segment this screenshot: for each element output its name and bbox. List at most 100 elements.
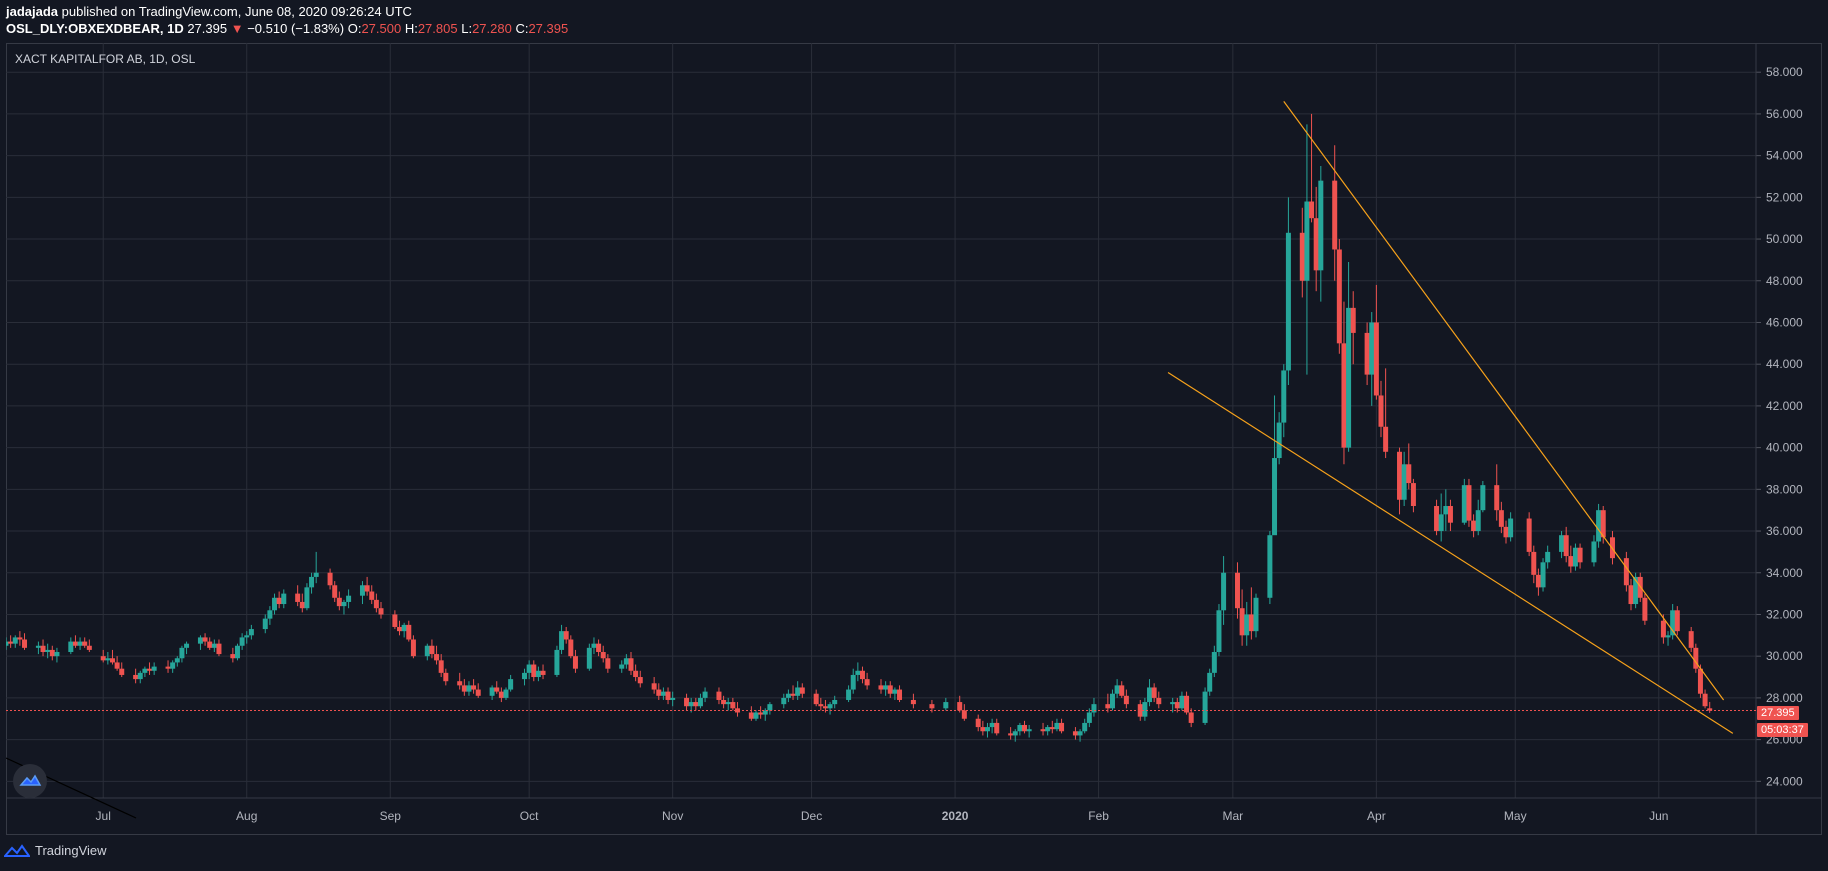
chart-frame[interactable]: 24.000 26.000 28.000 30.000 32.000 34.000 36.0… [6, 43, 1822, 835]
candle-up [702, 691, 708, 698]
candle-up [1508, 518, 1514, 538]
candle-down [410, 639, 416, 657]
candle-up [1147, 687, 1153, 703]
candle-up [762, 710, 768, 715]
candle-down [1563, 535, 1569, 557]
candle-up [1054, 722, 1060, 730]
candle-up [466, 685, 472, 692]
candle-down [1609, 537, 1615, 559]
y-tick-label: 28.000 [1766, 691, 1803, 705]
publisher-name[interactable]: jadajada [6, 4, 59, 19]
candle-up [1082, 722, 1088, 732]
candle-up [753, 712, 759, 719]
y-tick-label: 34.000 [1766, 566, 1803, 580]
candle-up [239, 637, 245, 646]
candlestick-chart[interactable]: 24.00026.00028.00030.00032.00034.00036.0… [6, 43, 1822, 835]
candle-up [503, 689, 509, 698]
candle-up [623, 658, 629, 665]
candle-down [1498, 510, 1504, 527]
candle-down [1234, 572, 1240, 609]
countdown-badge: 05:03:37 [1757, 723, 1808, 737]
candle-down [1151, 687, 1157, 698]
candle-down [207, 641, 213, 648]
candle-up [1281, 370, 1287, 423]
candle-down [684, 697, 690, 707]
candle-down [1239, 608, 1245, 636]
candle-up [272, 597, 278, 611]
candle-up [1272, 458, 1278, 536]
candle-down [1008, 733, 1014, 736]
candle-down [49, 649, 55, 657]
candle-up [234, 645, 240, 659]
candle-down [364, 585, 370, 592]
candle-down [1378, 395, 1384, 427]
candle-down [494, 687, 500, 692]
candle-down [147, 668, 153, 671]
candle-down [1373, 322, 1379, 396]
candle-up [12, 637, 18, 644]
y-tick-label: 48.000 [1766, 274, 1803, 288]
candle-down [230, 654, 236, 659]
candle-down [86, 645, 92, 650]
candle-down [295, 593, 301, 602]
candle-up [1202, 691, 1208, 723]
close-value: 27.395 [528, 21, 569, 36]
candle-down [813, 693, 819, 705]
low-value: 27.280 [472, 21, 512, 36]
candle-up [795, 687, 801, 696]
candle-down [572, 656, 578, 669]
candle-up [989, 722, 995, 728]
candle-down [406, 624, 412, 640]
candle-up [401, 624, 407, 632]
candle-up [54, 652, 60, 657]
symbol-label: OSL_DLY:OBXEXDBEAR, 1D [6, 21, 184, 36]
candle-down [457, 681, 463, 686]
candle-down [563, 631, 569, 640]
candle-down [975, 718, 981, 728]
candle-down [397, 626, 403, 632]
candle-up [1179, 695, 1185, 709]
candle-down [818, 704, 824, 707]
candle-up [489, 687, 495, 696]
ohlc-legend: OSL_DLY:OBXEXDBEAR, 1D 27.395 ▼ −0.510 (… [6, 20, 568, 37]
candle-down [276, 597, 282, 605]
candle-up [1438, 514, 1444, 532]
candle-down [475, 689, 481, 696]
candle-up [508, 679, 514, 690]
candle-down [1577, 547, 1583, 563]
candle-down [633, 670, 639, 678]
candle-down [531, 664, 537, 678]
candle-down [1332, 180, 1338, 250]
candle-up [1276, 422, 1282, 459]
open-label: O: [347, 21, 362, 36]
candle-down [730, 702, 736, 709]
candle-up [359, 585, 365, 596]
candle-down [887, 685, 893, 694]
candle-up [725, 702, 731, 705]
candle-down [897, 689, 903, 700]
candle-up [697, 697, 703, 707]
x-tick-label: Oct [520, 809, 539, 823]
candle-down [716, 691, 722, 700]
candle-down [22, 639, 28, 648]
candle-up [1369, 322, 1375, 375]
candle-down [957, 702, 963, 711]
candle-up [1596, 510, 1602, 542]
candle-up [1545, 551, 1551, 563]
candle-down [1406, 464, 1412, 484]
candle-down [1397, 451, 1403, 500]
candle-down [109, 658, 115, 663]
candle-up [1077, 731, 1083, 736]
candle-down [651, 683, 657, 690]
tradingview-logo-icon[interactable] [13, 764, 47, 798]
candle-down [1434, 506, 1440, 532]
candle-up [1216, 610, 1222, 653]
candle-up [785, 693, 791, 698]
candle-up [591, 643, 597, 648]
published-text: published on TradingView.com, June 08, 2… [61, 4, 412, 19]
candle-up [1480, 485, 1486, 511]
candle-down [429, 645, 435, 655]
footer-brand[interactable]: TradingView [35, 843, 107, 858]
candle-up [1572, 547, 1578, 567]
candle-up [179, 647, 185, 659]
